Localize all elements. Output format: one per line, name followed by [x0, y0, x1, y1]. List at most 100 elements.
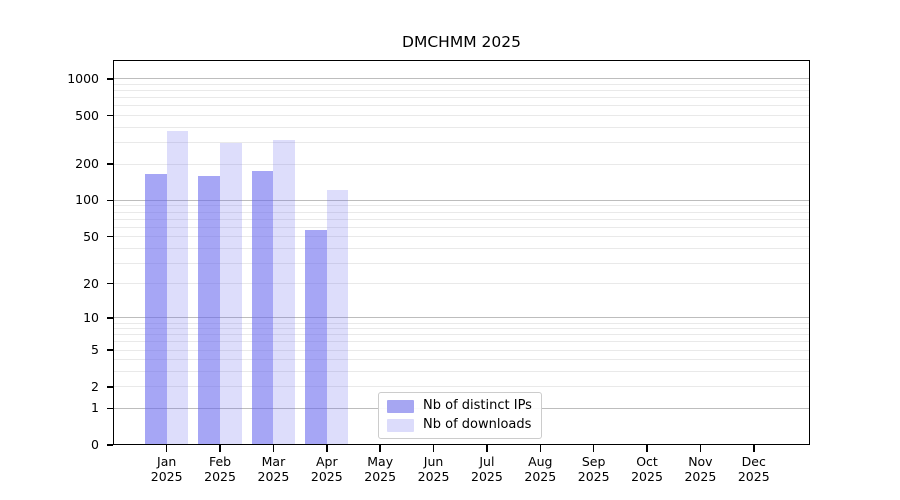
x-axis-tick-label-month: Feb: [208, 454, 232, 469]
x-axis-tick-label-year: 2025: [204, 469, 236, 484]
x-axis-tick-label-year: 2025: [524, 469, 557, 484]
gridline-major: [113, 78, 810, 80]
x-axis-tick: [753, 445, 755, 452]
y-axis-tick: [107, 235, 113, 238]
legend-label-downloads: Nb of downloads: [423, 417, 532, 432]
x-axis-tick: [219, 445, 221, 452]
legend-row: Nb of downloads: [387, 416, 532, 434]
y-axis-tick-label: 5: [91, 342, 99, 358]
bar-nb-of-downloads-apr: [326, 190, 349, 445]
gridline-minor: [113, 84, 810, 86]
x-axis-tick-label: Mar 2025: [241, 454, 305, 484]
gridline-major: [113, 199, 810, 201]
gridline-minor: [113, 236, 810, 238]
x-axis-tick: [272, 445, 275, 452]
x-axis-tick-label-month: Dec: [741, 454, 766, 469]
gridline-minor: [113, 205, 810, 207]
x-axis-tick-label-year: 2025: [737, 469, 770, 484]
chart-title: DMCHMM 2025: [402, 33, 521, 51]
x-axis-tick-label-year: 2025: [631, 469, 663, 484]
gridline-minor: [113, 105, 810, 107]
x-axis-tick-label-year: 2025: [684, 469, 717, 484]
x-axis-tick: [646, 445, 648, 452]
y-axis-tick: [107, 386, 113, 388]
gridline-minor: [113, 218, 810, 220]
x-axis-tick-label-year: 2025: [257, 469, 290, 484]
x-axis-tick-label-month: Mar: [261, 454, 286, 469]
gridline-minor: [113, 386, 810, 388]
x-axis-tick-label: May 2025: [348, 454, 412, 484]
bar-nb-of-distinct-ips-feb: [198, 175, 221, 445]
gridline-minor: [113, 163, 810, 165]
x-axis-tick-label-month: May: [367, 454, 394, 469]
x-axis-tick-label-month: Nov: [688, 454, 713, 469]
x-axis-tick-label-month: Apr: [315, 454, 338, 469]
gridline-minor: [113, 90, 810, 92]
y-axis-tick-label: 0: [91, 437, 99, 452]
gridline-minor: [113, 247, 810, 249]
x-axis-tick: [326, 445, 328, 452]
y-axis-tick: [107, 114, 113, 117]
y-axis-tick: [107, 317, 113, 319]
y-axis-tick: [107, 163, 113, 165]
x-axis-tick-label: Jan 2025: [135, 454, 199, 484]
gridline-minor: [113, 211, 810, 213]
gridline-minor: [113, 283, 810, 285]
y-axis-tick-label: 2: [91, 378, 99, 394]
bar-nb-of-downloads-mar: [273, 140, 296, 445]
y-axis-tick-label: 500: [75, 107, 99, 123]
x-axis-tick-label-month: Jul: [479, 454, 495, 469]
x-axis-tick-label: Aug 2025: [508, 454, 572, 484]
gridline-minor: [113, 349, 810, 351]
x-axis-tick-label: Sep 2025: [562, 454, 626, 484]
bar-nb-of-distinct-ips-mar: [251, 171, 274, 445]
x-axis-tick: [592, 445, 595, 452]
y-axis-tick-label: 20: [83, 275, 99, 291]
gridline-minor: [113, 226, 810, 228]
y-axis-tick: [107, 199, 113, 202]
x-axis-tick-label-year: 2025: [310, 469, 343, 484]
y-axis-tick: [107, 349, 113, 351]
gridline-minor: [113, 322, 810, 324]
gridline-minor: [113, 371, 810, 373]
x-axis-tick: [165, 445, 168, 452]
gridline-minor: [113, 142, 810, 144]
bar-nb-of-downloads-feb: [220, 142, 242, 445]
y-axis-tick: [107, 78, 113, 80]
gridline-minor: [113, 97, 810, 99]
gridline-minor: [113, 341, 810, 343]
x-axis-tick: [379, 445, 381, 452]
x-axis-tick: [432, 445, 435, 452]
gridline-minor: [113, 328, 810, 330]
x-axis-tick-label-year: 2025: [417, 469, 450, 484]
gridline-major: [113, 317, 810, 319]
x-axis-tick-label-month: Jun: [423, 454, 444, 469]
y-axis-tick: [107, 444, 113, 446]
legend-row: Nb of distinct IPs: [387, 397, 532, 415]
gridline-minor: [113, 262, 810, 264]
legend-swatch-downloads-icon: [387, 418, 414, 432]
x-axis-tick: [539, 445, 542, 452]
x-axis-tick-label-year: 2025: [577, 469, 610, 484]
y-axis-tick: [107, 282, 113, 285]
x-axis-tick-label-year: 2025: [471, 469, 503, 484]
x-axis-tick-label: Feb 2025: [188, 454, 252, 484]
gridline-minor: [113, 115, 810, 117]
x-axis-tick-label-month: Oct: [636, 454, 658, 469]
x-axis-tick: [699, 445, 702, 452]
x-axis-tick-label: Jul 2025: [455, 454, 519, 484]
x-axis-tick-label: Oct 2025: [615, 454, 679, 484]
y-axis-tick-label: 10: [83, 309, 99, 325]
x-axis-tick-label-month: Jan: [157, 454, 177, 469]
x-axis-tick-label: Nov 2025: [668, 454, 732, 484]
bar-nb-of-distinct-ips-jan: [145, 173, 167, 445]
bar-nb-of-downloads-jan: [166, 130, 189, 445]
gridline-minor: [113, 359, 810, 361]
x-axis-tick-label: Apr 2025: [295, 454, 359, 484]
plot-area: [113, 60, 810, 445]
x-axis-tick-label-month: Sep: [581, 454, 606, 469]
x-axis-tick-label-year: 2025: [150, 469, 183, 484]
y-axis-tick-label: 100: [75, 192, 99, 208]
y-axis-tick-label: 50: [83, 228, 99, 244]
